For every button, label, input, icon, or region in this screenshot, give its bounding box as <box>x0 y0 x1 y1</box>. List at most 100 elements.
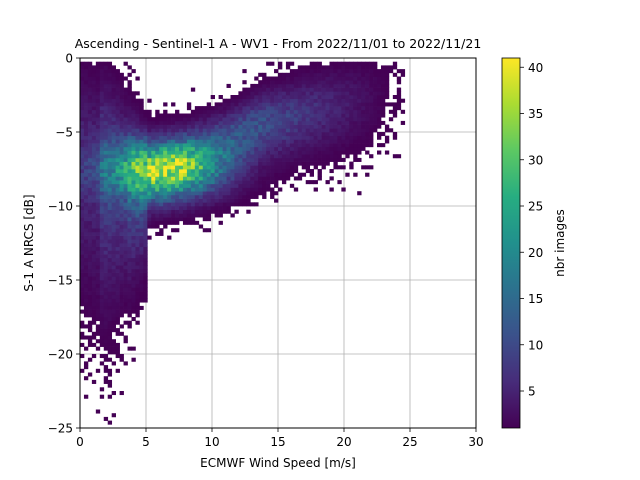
histogram-cell <box>234 176 239 181</box>
histogram-cell <box>392 61 398 66</box>
histogram-cell <box>317 176 322 181</box>
histogram-cell <box>83 276 89 281</box>
histogram-cell <box>107 265 113 270</box>
histogram-cell <box>175 169 180 174</box>
histogram-cell <box>345 117 350 122</box>
histogram-cell <box>218 165 223 170</box>
histogram-cell <box>198 180 204 185</box>
histogram-cell <box>159 117 164 122</box>
histogram-cell <box>305 106 311 111</box>
histogram-cell <box>301 117 307 122</box>
histogram-cell <box>182 198 188 203</box>
histogram-cell <box>266 120 271 125</box>
histogram-cell <box>365 150 370 155</box>
histogram-cell <box>278 139 283 144</box>
histogram-cell <box>222 143 227 148</box>
histogram-cell <box>115 139 120 144</box>
histogram-cell <box>186 206 192 211</box>
histogram-cell <box>198 128 204 133</box>
histogram-cell <box>357 91 362 96</box>
histogram-cell <box>103 102 109 107</box>
histogram-cell <box>182 154 188 159</box>
histogram-cell <box>242 191 247 196</box>
histogram-cell <box>206 169 212 174</box>
histogram-cell <box>103 69 109 74</box>
histogram-cell <box>91 187 97 192</box>
histogram-cell <box>95 176 101 181</box>
histogram-cell <box>115 183 120 188</box>
histogram-cell <box>361 102 366 107</box>
histogram-cell <box>115 317 120 322</box>
histogram-cell <box>333 106 338 111</box>
histogram-cell <box>103 154 109 159</box>
histogram-cell <box>230 191 235 196</box>
histogram-cell <box>337 165 342 170</box>
histogram-cell <box>80 157 85 162</box>
histogram-cell <box>202 176 208 181</box>
histogram-cell <box>274 161 279 166</box>
histogram-cell <box>365 106 370 111</box>
histogram-cell <box>80 128 85 133</box>
histogram-cell <box>250 139 255 144</box>
histogram-cell <box>337 143 342 148</box>
histogram-cell <box>281 128 287 133</box>
histogram-cell <box>380 109 386 114</box>
histogram-cell <box>210 154 215 159</box>
histogram-cell <box>285 80 291 85</box>
histogram-cell <box>147 217 152 222</box>
histogram-cell <box>179 165 184 170</box>
histogram-cell <box>194 198 200 203</box>
histogram-cell <box>103 109 109 114</box>
histogram-cell <box>289 117 295 122</box>
histogram-cell <box>87 98 93 103</box>
histogram-cell <box>155 217 160 222</box>
histogram-cell <box>333 91 338 96</box>
histogram-cell <box>254 106 259 111</box>
histogram-cell <box>254 102 259 107</box>
histogram-cell <box>266 124 271 129</box>
histogram-cell <box>369 102 374 107</box>
histogram-cell <box>131 220 136 225</box>
histogram-cell <box>242 154 247 159</box>
histogram-cell <box>91 246 97 251</box>
histogram-cell <box>143 217 148 222</box>
histogram-cell <box>91 243 97 248</box>
histogram-cell <box>349 102 354 107</box>
histogram-cell <box>107 313 113 318</box>
histogram-cell <box>107 357 113 362</box>
histogram-cell <box>87 209 93 214</box>
histogram-cell <box>159 183 164 188</box>
histogram-cell <box>281 72 287 77</box>
histogram-cell <box>155 224 160 229</box>
histogram-cell <box>163 146 168 151</box>
histogram-cell <box>337 87 342 92</box>
histogram-cell <box>337 154 342 159</box>
histogram-cell <box>210 206 215 211</box>
histogram-cell <box>95 72 101 77</box>
histogram-cell <box>115 224 120 229</box>
histogram-cell <box>349 143 354 148</box>
histogram-cell <box>95 324 101 329</box>
histogram-cell <box>266 117 271 122</box>
histogram-cell <box>119 283 124 288</box>
histogram-cell <box>262 120 267 125</box>
histogram-cell <box>123 220 128 225</box>
histogram-cell <box>270 187 275 192</box>
histogram-cell <box>159 206 164 211</box>
histogram-cell <box>274 146 279 151</box>
histogram-cell <box>127 117 132 122</box>
histogram-cell <box>274 91 279 96</box>
histogram-cell <box>119 120 124 125</box>
histogram-cell <box>99 146 105 151</box>
histogram-cell <box>111 202 116 207</box>
histogram-cell <box>151 176 156 181</box>
histogram-cell <box>83 235 89 240</box>
histogram-cell <box>147 132 152 137</box>
histogram-cell <box>151 172 156 177</box>
histogram-cell <box>175 180 180 185</box>
histogram-cell <box>266 139 271 144</box>
histogram-cell <box>238 143 243 148</box>
histogram-cell <box>95 254 101 259</box>
histogram-cell <box>103 146 109 151</box>
histogram-cell <box>210 161 215 166</box>
